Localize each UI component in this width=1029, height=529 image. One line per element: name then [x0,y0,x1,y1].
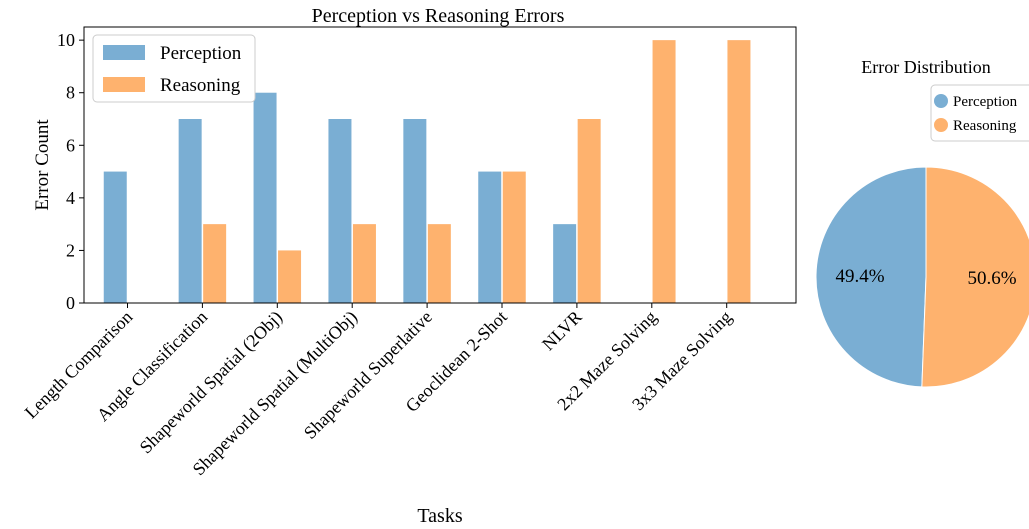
bar-chart: Perception vs Reasoning Errors 0 2 4 6 8 10 L… [21,5,797,527]
pie-slices-group: 49.4% 50.6% [815,166,1029,388]
bar-perception-geoclidean-2-shot [478,171,502,303]
bar-perception-length-comparison [103,171,127,303]
plot-frame [83,26,797,304]
x-tick-label: NLVR [538,307,586,355]
y-tick-label: 4 [66,188,75,208]
bar-reasoning-nlvr [577,119,601,303]
pie-label-reasoning: 50.6% [967,268,1016,289]
bar-reasoning-3x3-maze-solving [727,40,751,304]
x-tick-label: Shapeworld Superlative [300,307,436,443]
pie-legend-marker-perception [934,94,948,108]
bar-chart-legend: Perception Reasoning [92,34,256,103]
legend-label-reasoning: Reasoning [160,75,241,96]
pie-chart: Error Distribution 49.4% 50.6% Perception… [815,57,1029,388]
y-axis-ticks: 0 2 4 6 8 10 [57,30,84,313]
x-axis-label: Tasks [417,505,462,527]
y-tick-label: 10 [57,30,75,50]
bar-perception-nlvr [553,224,577,303]
y-axis-label: Error Count [32,119,53,211]
bar-series-group [103,40,751,304]
y-tick-label: 6 [66,135,75,155]
bar-reasoning-shapeworld-superlative [427,224,451,303]
pie-label-perception: 49.4% [835,266,884,287]
pie-chart-title: Error Distribution [861,57,990,77]
pie-legend-box [930,84,1029,142]
pie-slice-perception [815,166,927,388]
pie-chart-legend: Perception Reasoning [930,84,1029,142]
bar-chart-title: Perception vs Reasoning Errors [312,5,565,27]
pie-legend-marker-reasoning [934,118,948,132]
bar-reasoning-geoclidean-2-shot [502,171,526,303]
legend-swatch-reasoning [103,77,145,92]
y-tick-label: 0 [66,293,75,313]
legend-label-perception: Perception [160,43,242,64]
y-tick-label: 8 [66,83,75,103]
bar-reasoning-shapeworld-spatial-2obj [278,250,302,303]
pie-legend-label-reasoning: Reasoning [953,118,1017,134]
bar-perception-shapeworld-spatial-multiobj [328,119,352,303]
x-tick-label: Shapeworld Spatial (2Obj) [136,307,287,458]
pie-legend-label-perception: Perception [953,94,1018,110]
bar-reasoning-2x2-maze-solving [652,40,676,304]
bar-reasoning-shapeworld-spatial-multiobj [352,224,376,303]
bar-perception-angle-classification [178,119,202,303]
legend-swatch-perception [103,45,145,60]
bar-perception-shapeworld-superlative [403,119,427,303]
y-tick-label: 2 [66,240,75,260]
bar-perception-shapeworld-spatial-2obj [253,92,277,303]
bar-reasoning-angle-classification [203,224,227,303]
pie-slice-reasoning [921,166,1029,388]
